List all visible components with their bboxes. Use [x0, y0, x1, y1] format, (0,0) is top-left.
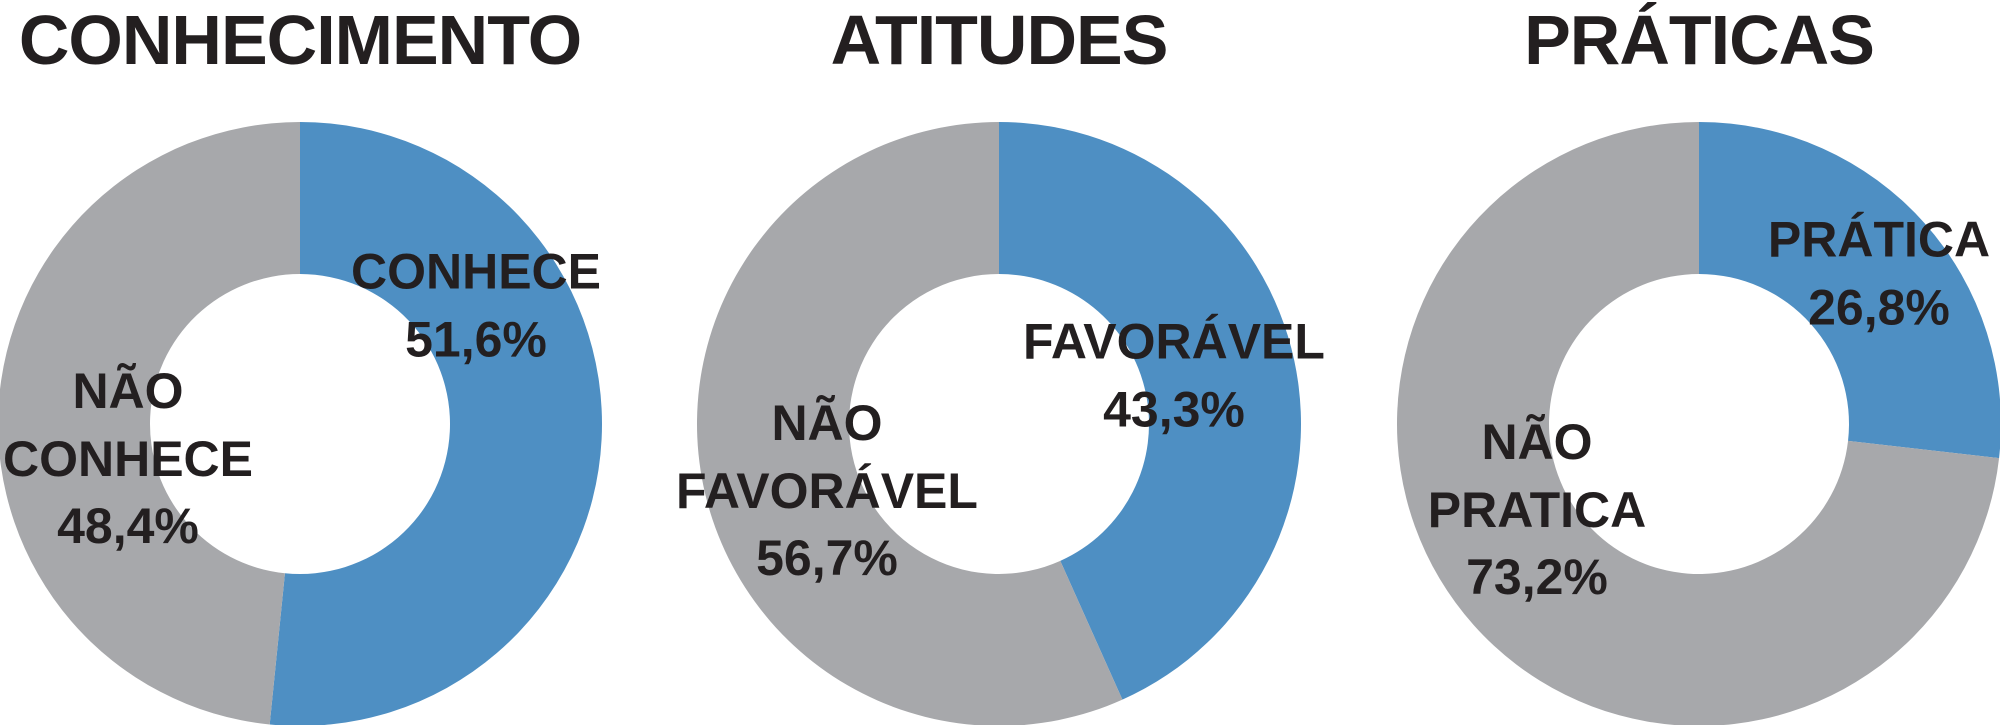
category-label: CONHECE [350, 243, 602, 300]
slice-label: FAVORÁVEL 43,3% [1023, 309, 1325, 444]
category-label: PRÁTICA [1767, 211, 1991, 268]
chart-title: CONHECIMENTO [18, 1, 582, 79]
slice [269, 122, 603, 725]
value-label: 43,3% [1103, 381, 1245, 437]
chart-title: PRÁTICAS [1524, 1, 1875, 79]
value-label: 56,7% [756, 529, 898, 586]
slice [1699, 122, 2000, 459]
value-label: 51,6% [405, 311, 547, 367]
slice [0, 122, 300, 725]
slice-label: NÃO FAVORÁVEL 56,7% [676, 390, 978, 593]
slice [999, 122, 1301, 700]
slice-label: NÃO CONHECE 48,4% [3, 358, 253, 561]
slice [1397, 122, 2000, 725]
value-label: 73,2% [1466, 548, 1608, 605]
category-label: NÃO FAVORÁVEL [676, 394, 978, 519]
value-label: 48,4% [57, 497, 199, 554]
slice-label: CONHECE 51,6% [351, 239, 601, 374]
category-label: NÃO PRATICA [1427, 413, 1647, 538]
value-label: 26,8% [1808, 279, 1950, 335]
slice-label: NÃO PRATICA 73,2% [1428, 409, 1647, 612]
category-label: NÃO CONHECE [2, 362, 254, 487]
chart-title: ATITUDES [830, 1, 1169, 79]
slice-label: PRÁTICA 26,8% [1768, 207, 1990, 342]
slice [696, 122, 1123, 725]
category-label: FAVORÁVEL [1023, 313, 1325, 370]
